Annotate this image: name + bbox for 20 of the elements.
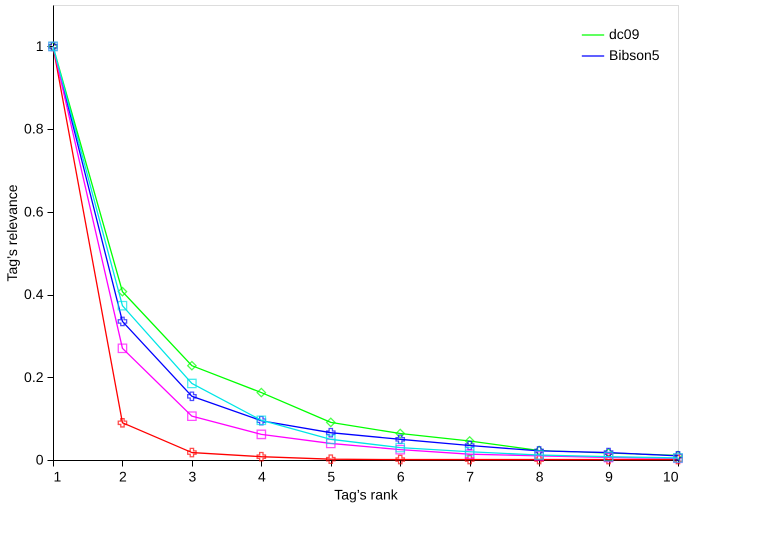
legend-label: Bibson5 [609,47,660,63]
y-axis-title: Tag’s relevance [4,184,20,282]
legend-label: dc09 [609,26,640,42]
x-tick-label: 2 [119,468,128,484]
y-tick-label: 0 [36,452,44,468]
y-tick-label: 0.2 [24,368,44,385]
x-tick-label: 8 [536,468,544,484]
x-tick-label: 10 [662,468,679,484]
x-tick-label: 9 [605,468,614,484]
x-tick-label: 7 [466,468,474,484]
x-tick-label: 1 [54,468,62,484]
x-tick-label: 5 [327,468,336,484]
y-tick-label: 0.4 [24,286,44,302]
y-tick-label: 0.6 [24,203,44,220]
y-tick-label: 1 [36,38,44,54]
y-tick-label: 0.8 [24,120,44,137]
x-tick-label: 4 [258,468,266,484]
x-tick-label: 6 [396,468,405,484]
x-axis-title: Tag’s rank [334,486,399,502]
x-tick-label: 3 [188,468,196,484]
